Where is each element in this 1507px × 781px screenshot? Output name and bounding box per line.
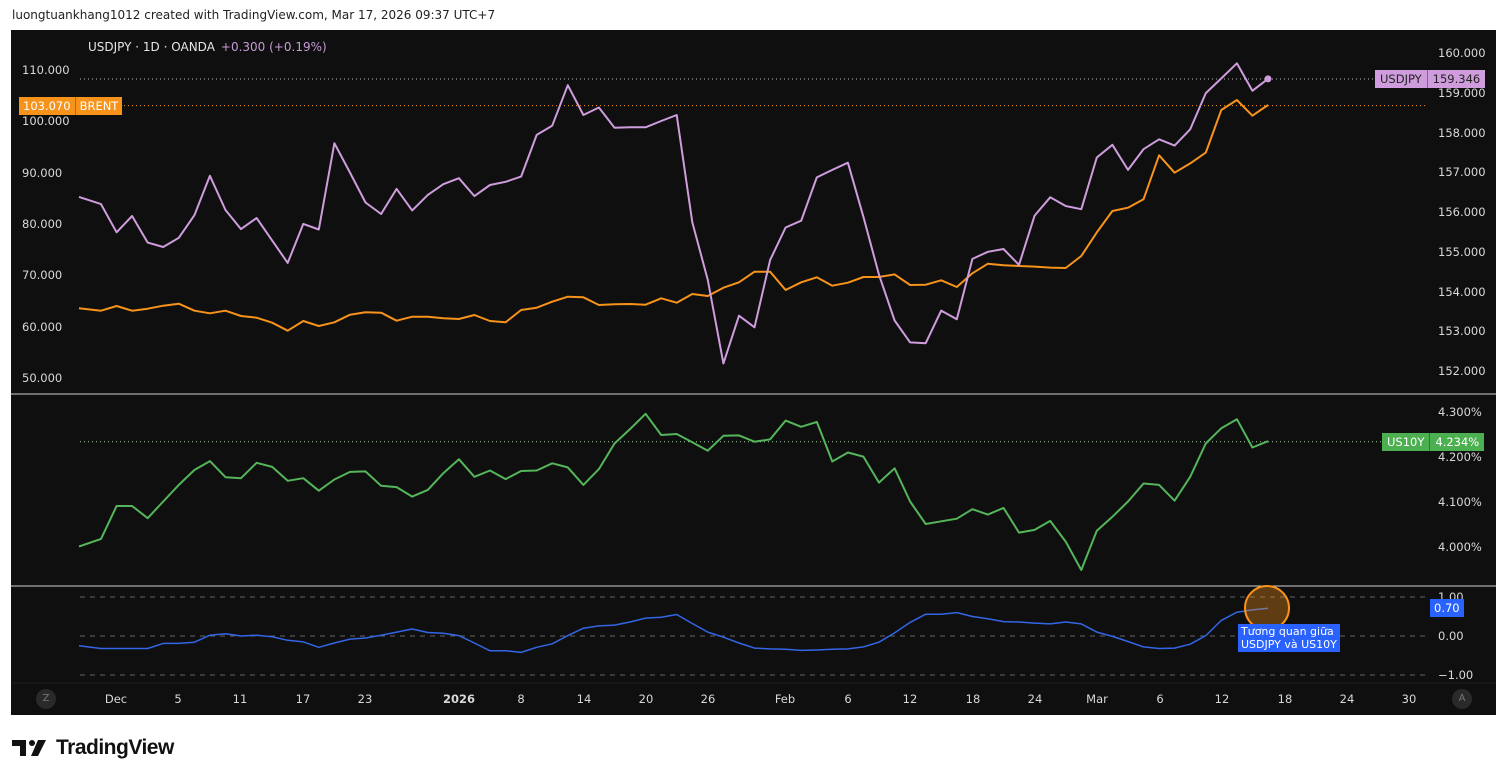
time-axis-tick: 6 xyxy=(844,692,852,706)
time-axis-tick: Feb xyxy=(774,692,796,706)
chart-caption: luongtuankhang1012 created with TradingV… xyxy=(12,8,496,22)
usdjpy-last-point xyxy=(1264,75,1272,83)
time-axis-tick: 20 xyxy=(638,692,654,706)
auto-scale-button[interactable]: A xyxy=(1452,689,1472,709)
correlation-series-line[interactable] xyxy=(78,607,1269,654)
brent-axis-tick: 60.000 xyxy=(22,319,63,334)
usdjpy-axis-tick: 155.000 xyxy=(1438,244,1486,259)
time-axis-tick: 5 xyxy=(174,692,182,706)
us10y-series-line[interactable] xyxy=(78,412,1269,571)
brent-price: 103.070 xyxy=(19,97,76,115)
time-axis-tick: 24 xyxy=(1339,692,1355,706)
usdjpy-axis-tick: 157.000 xyxy=(1438,165,1486,180)
us10y-name: US10Y xyxy=(1382,433,1431,451)
correlation-axis-tick: −1.00 xyxy=(1438,668,1474,682)
brent-axis-tick: 80.000 xyxy=(22,216,63,231)
correlation-value-tag: 0.70 xyxy=(1430,599,1464,617)
us10y-axis-tick: 4.300% xyxy=(1438,405,1482,419)
symbol-legend[interactable]: USDJPY · 1D · OANDA +0.300 (+0.19%) xyxy=(88,40,327,54)
annotation-text-box[interactable]: Tương quan giữa USDJPY và US10Y xyxy=(1238,624,1340,652)
brent-axis-tick: 50.000 xyxy=(22,370,63,385)
correlation-axis-tick: 0.00 xyxy=(1438,629,1464,643)
time-axis-tick: 18 xyxy=(1277,692,1293,706)
time-axis-tick: 6 xyxy=(1156,692,1164,706)
usdjpy-axis-tick: 158.000 xyxy=(1438,125,1486,140)
us10y-axis-tick: 4.100% xyxy=(1438,495,1482,509)
time-axis-tick: 11 xyxy=(232,692,248,706)
legend-symbol: USDJPY · 1D · OANDA xyxy=(88,40,215,54)
time-axis-tick: 8 xyxy=(517,692,525,706)
usdjpy-name: USDJPY xyxy=(1375,70,1428,88)
us10y-price: 4.234% xyxy=(1435,435,1480,449)
time-axis-tick: 24 xyxy=(1027,692,1043,706)
brent-series-line[interactable] xyxy=(78,99,1269,332)
brent-axis-tick: 110.000 xyxy=(22,63,70,77)
time-axis-tick: 18 xyxy=(965,692,981,706)
usdjpy-price-tag: USDJPY 159.346 xyxy=(1375,70,1486,88)
brent-price-tag: 103.070 BRENT xyxy=(19,97,123,115)
time-axis-tick: Dec xyxy=(104,692,128,706)
brent-axis-tick: 70.000 xyxy=(22,268,63,283)
usdjpy-axis-tick: 156.000 xyxy=(1438,205,1486,219)
time-axis-tick: 12 xyxy=(1214,692,1230,706)
time-axis-tick: 12 xyxy=(902,692,918,706)
time-axis-tick: 2026 xyxy=(442,692,476,706)
time-axis-tick: Mar xyxy=(1086,692,1108,706)
usdjpy-axis-tick: 154.000 xyxy=(1438,284,1486,299)
us10y-price-tag: US10Y 4.234% xyxy=(1382,433,1485,451)
time-axis-tick: 30 xyxy=(1401,692,1417,706)
annotation-line-2: USDJPY và US10Y xyxy=(1241,638,1337,651)
brent-axis-tick: 100.000 xyxy=(22,114,70,129)
us10y-axis-tick: 4.000% xyxy=(1438,540,1482,554)
time-axis-tick: 17 xyxy=(295,692,311,706)
brent-axis-tick: 90.000 xyxy=(22,165,63,180)
usdjpy-series-line[interactable] xyxy=(78,62,1269,365)
legend-change: +0.300 (+0.19%) xyxy=(220,40,327,54)
annotation-line-1: Tương quan giữa xyxy=(1241,625,1334,638)
time-axis-tick: 14 xyxy=(576,692,592,706)
time-axis-tick: 26 xyxy=(700,692,716,706)
tradingview-brand: TradingView xyxy=(56,736,174,759)
brent-name: BRENT xyxy=(79,99,119,113)
usdjpy-axis-tick: 159.000 xyxy=(1438,85,1486,100)
usdjpy-axis-tick: 160.000 xyxy=(1438,46,1486,60)
tradingview-logo-icon xyxy=(12,740,46,756)
usdjpy-price: 159.346 xyxy=(1432,72,1481,86)
usdjpy-axis-tick: 153.000 xyxy=(1438,324,1486,339)
time-axis-tick: 23 xyxy=(357,692,373,706)
tradingview-logo[interactable]: TradingView xyxy=(12,736,174,760)
usdjpy-axis-tick: 152.000 xyxy=(1438,364,1486,378)
us10y-axis-tick: 4.200% xyxy=(1438,450,1482,464)
zoom-reset-button[interactable]: Z xyxy=(36,689,56,709)
chart-area[interactable] xyxy=(11,30,1496,715)
